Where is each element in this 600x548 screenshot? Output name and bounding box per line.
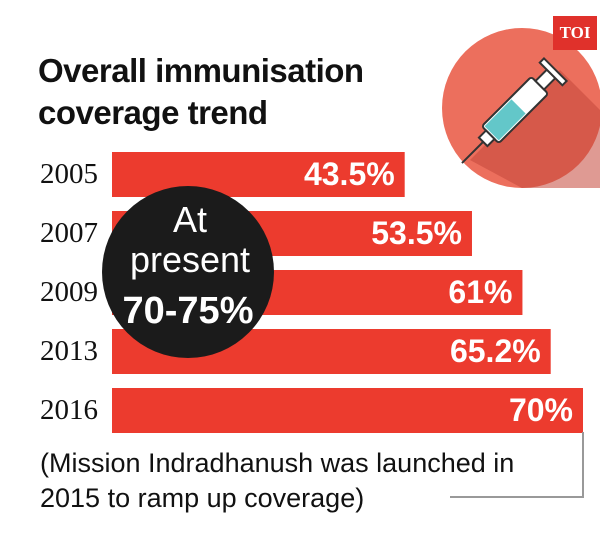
y-tick-label: 2013 bbox=[40, 335, 98, 367]
bar bbox=[112, 152, 405, 197]
bars: 43.5% 53.5% 61% 65.2% 70% bbox=[102, 152, 583, 433]
y-tick-label: 2005 bbox=[40, 158, 98, 190]
annotation-circle bbox=[102, 186, 274, 358]
chart-title: Overall immunisation coverage trend bbox=[38, 52, 364, 131]
note-bracket bbox=[450, 432, 584, 498]
value-label: 65.2% bbox=[450, 333, 541, 369]
syringe-icon bbox=[442, 28, 600, 188]
y-tick-label: 2007 bbox=[40, 217, 98, 249]
y-tick-label: 2009 bbox=[40, 276, 98, 308]
value-label: 53.5% bbox=[371, 215, 462, 251]
syringe bbox=[461, 56, 569, 164]
annotation-value: 70-75% bbox=[122, 290, 254, 332]
value-label: 61% bbox=[448, 274, 512, 310]
annotation: At present bbox=[129, 199, 251, 280]
value-label: 43.5% bbox=[304, 156, 395, 192]
value-label: 70% bbox=[509, 392, 573, 428]
note: (Mission Indradhanush was launched in 20… bbox=[40, 448, 515, 513]
bar bbox=[112, 388, 583, 433]
logo: TOI bbox=[553, 16, 597, 50]
y-tick-label: 2016 bbox=[40, 394, 98, 426]
icon-shadow bbox=[470, 70, 600, 188]
